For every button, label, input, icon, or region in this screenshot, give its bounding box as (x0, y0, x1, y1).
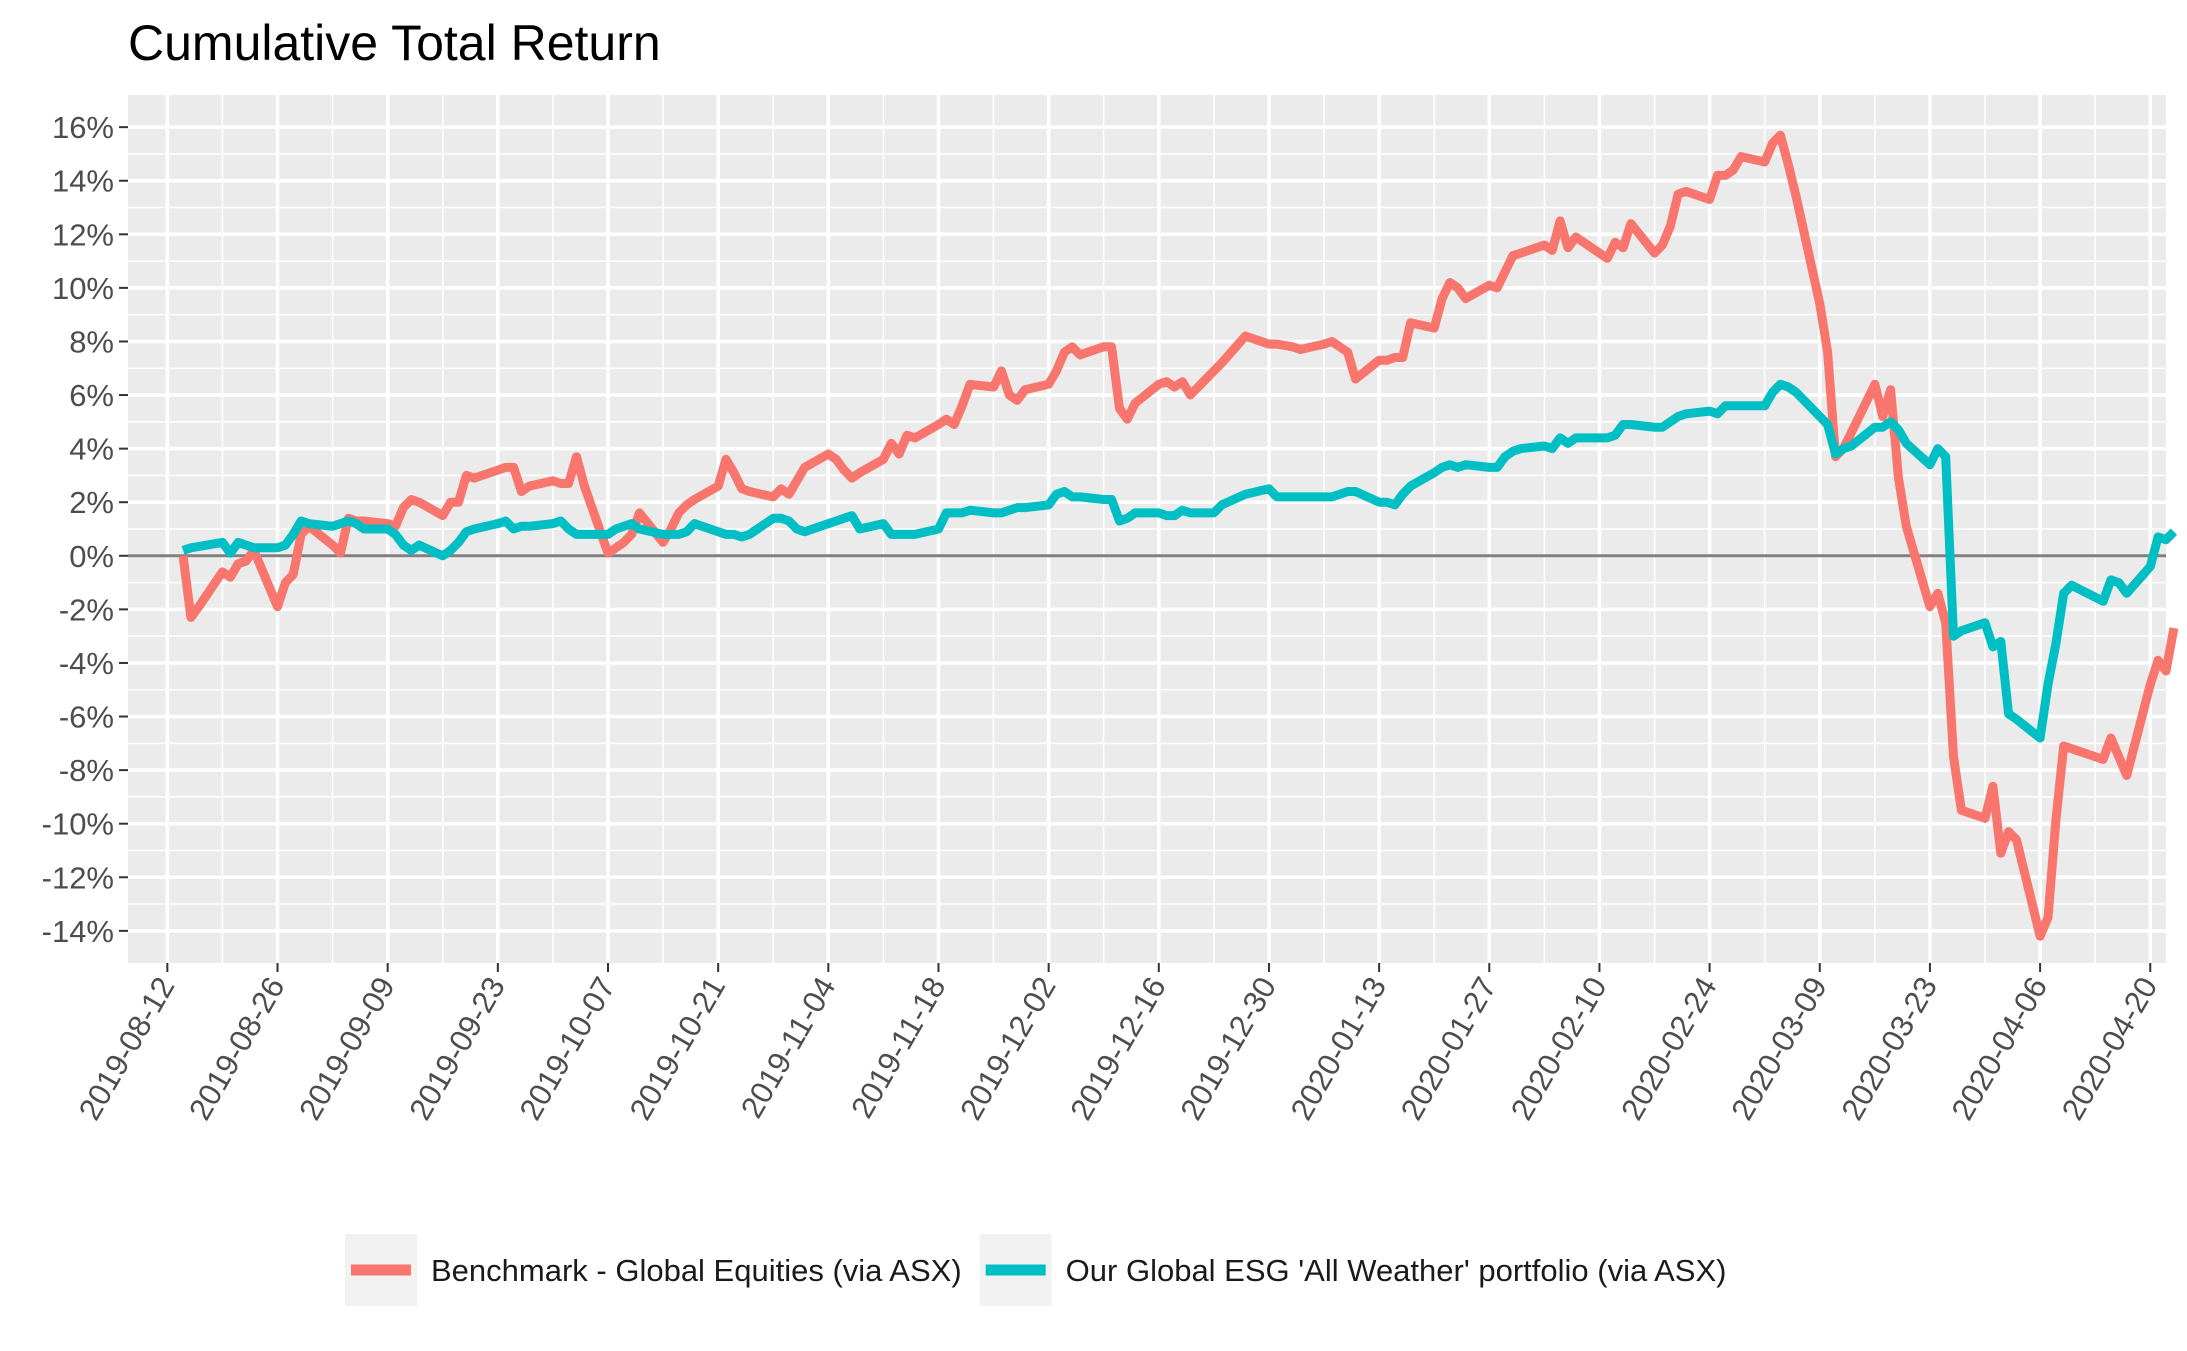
series-line-benchmark (178, 130, 2179, 941)
x-tick-label: 2020-03-09 (1724, 971, 1834, 1126)
legend: Benchmark - Global Equities (via ASX) Our… (345, 1234, 1726, 1306)
x-tick-label: 2020-02-10 (1504, 971, 1614, 1126)
y-tick-label: 6% (69, 378, 114, 413)
y-tick-label: 12% (52, 217, 114, 252)
y-axis: 16% 14% 12% 10% 8% 6% 4% 2% 0% -2% -4% -6% -8% -10% -1… (42, 110, 128, 949)
x-tick-label: 2019-12-16 (1063, 971, 1173, 1126)
y-tick-label: 16% (52, 110, 114, 145)
x-tick-label: 2020-01-13 (1284, 971, 1394, 1126)
y-tick-label: -12% (42, 860, 114, 895)
x-tick-label: 2019-12-30 (1173, 971, 1283, 1126)
legend-label-benchmark: Benchmark - Global Equities (via ASX) (431, 1253, 962, 1288)
y-tick-label: 10% (52, 271, 114, 306)
series-line-portfolio (181, 379, 2178, 743)
x-tick-label: 2019-09-09 (292, 971, 402, 1126)
chart-title: Cumulative Total Return (128, 15, 661, 71)
x-tick-label: 2019-11-04 (734, 971, 842, 1124)
x-tick-label: 2020-04-20 (2055, 971, 2165, 1126)
x-tick-label: 2019-10-07 (512, 971, 622, 1126)
y-tick-label: -8% (59, 753, 114, 788)
x-tick-label: 2020-04-06 (1945, 971, 2055, 1126)
y-tick-label: -4% (59, 646, 114, 681)
y-tick-label: -10% (42, 807, 114, 842)
series-layer (178, 130, 2179, 941)
x-tick-label: 2020-03-23 (1834, 971, 1944, 1126)
x-tick-label: 2019-08-26 (182, 971, 292, 1126)
x-tick-label: 2019-08-12 (72, 971, 182, 1126)
y-tick-label: 0% (69, 539, 114, 574)
x-axis: 2019-08-12 2019-08-26 2019-09-09 2019-09-23… (72, 963, 2165, 1126)
x-tick-label: 2020-01-27 (1394, 971, 1504, 1126)
x-tick-label: 2019-09-23 (402, 971, 512, 1126)
y-tick-label: 4% (69, 432, 114, 467)
x-tick-label: 2019-12-02 (953, 971, 1063, 1126)
y-tick-label: 8% (69, 324, 114, 359)
x-tick-label: 2020-02-24 (1614, 971, 1724, 1126)
legend-label-portfolio: Our Global ESG 'All Weather' portfolio (… (1066, 1253, 1727, 1288)
x-tick-label: 2019-11-18 (844, 971, 952, 1124)
y-tick-label: -6% (59, 700, 114, 735)
y-tick-label: -14% (42, 914, 114, 949)
y-tick-label: -2% (59, 592, 114, 627)
y-tick-label: 2% (69, 485, 114, 520)
y-tick-label: 14% (52, 164, 114, 199)
x-tick-label: 2019-10-21 (623, 971, 733, 1126)
